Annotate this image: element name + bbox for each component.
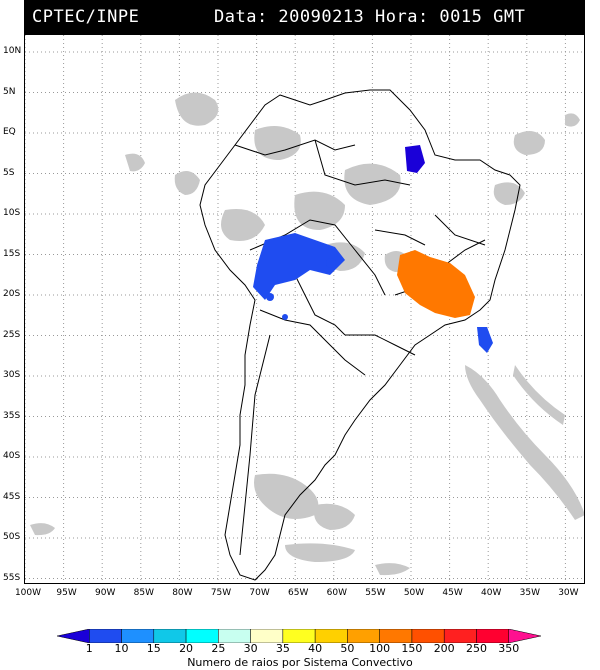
colorbar-value: 100 xyxy=(369,642,391,655)
lon-label: 75W xyxy=(210,588,232,598)
colorbar-value: 250 xyxy=(465,642,487,655)
lon-label: 100W xyxy=(14,588,42,598)
lon-label: 55W xyxy=(365,588,386,598)
lat-label: 45S xyxy=(3,491,21,502)
colorbar-swatch xyxy=(508,629,541,643)
colorbar-value: 50 xyxy=(340,642,355,655)
colorbar-value: 40 xyxy=(308,642,323,655)
system-bolivia-cell xyxy=(282,314,288,320)
colorbar-swatch xyxy=(379,629,413,643)
lat-label: 55S xyxy=(3,572,21,583)
lon-label: 65W xyxy=(288,588,309,598)
lon-label: 70W xyxy=(249,588,270,598)
system-bolivia xyxy=(253,233,345,300)
map-canvas[interactable] xyxy=(24,34,585,584)
lat-label: EQ xyxy=(3,127,16,137)
colorbar-swatch xyxy=(314,629,348,643)
colorbar-swatch xyxy=(185,629,219,643)
lightning-colorbar xyxy=(57,629,541,643)
lon-label: 80W xyxy=(172,588,193,598)
system-para xyxy=(405,145,425,173)
lat-label: 40S xyxy=(3,451,21,461)
colorbar-value: 15 xyxy=(146,642,161,655)
colorbar-value: 150 xyxy=(401,642,423,655)
colorbar-swatch xyxy=(153,629,187,643)
datetime-label: Data: 20090213 Hora: 0015 GMT xyxy=(214,7,526,27)
colorbar-value: 1 xyxy=(85,642,93,655)
colorbar-value: 350 xyxy=(498,642,520,655)
colorbar-swatch xyxy=(476,629,509,643)
lat-label: 10N xyxy=(3,46,22,56)
colorbar-swatch xyxy=(411,629,445,643)
colorbar-title: Numero de raios por Sistema Convectivo xyxy=(187,656,413,669)
colorbar-swatch xyxy=(282,629,316,643)
colorbar-value: 35 xyxy=(275,642,290,655)
source-label: CPTEC/INPE xyxy=(32,7,140,27)
lat-label: 10S xyxy=(3,208,21,218)
lon-label: 50W xyxy=(403,588,425,598)
lat-label: 5N xyxy=(3,86,16,97)
lon-label: 85W xyxy=(133,588,154,598)
colorbar-swatch xyxy=(218,629,251,643)
lon-label: 45W xyxy=(442,588,463,598)
colorbar-value: 25 xyxy=(211,642,226,655)
convective-systems xyxy=(253,145,493,353)
lat-label: 25S xyxy=(3,329,21,340)
continent-outline xyxy=(199,89,521,581)
colorbar-swatch xyxy=(121,629,155,643)
lat-label: 35S xyxy=(3,410,21,421)
colorbar-value: 10 xyxy=(114,642,129,655)
lat-label: 20S xyxy=(3,289,21,299)
lon-label: 40W xyxy=(481,588,502,598)
lat-label: 5S xyxy=(3,167,15,178)
colorbar-value: 200 xyxy=(433,642,455,655)
system-atlantic xyxy=(477,327,493,353)
lat-label: 30S xyxy=(3,370,21,380)
map-header: CPTEC/INPE Data: 20090213 Hora: 0015 GMT xyxy=(24,0,585,34)
colorbar-value: 20 xyxy=(179,642,194,655)
colorbar-swatch xyxy=(250,629,284,643)
colorbar-swatch xyxy=(57,629,90,643)
system-minas xyxy=(397,250,475,318)
system-bolivia-cell xyxy=(326,258,336,268)
lon-label: 35W xyxy=(519,588,540,598)
colorbar-swatch xyxy=(443,629,477,643)
lat-label: 50S xyxy=(3,532,21,542)
lon-label: 30W xyxy=(558,588,579,598)
lon-label: 95W xyxy=(56,588,77,598)
lon-label: 90W xyxy=(95,588,116,598)
colorbar-swatch xyxy=(347,629,380,643)
lon-label: 60W xyxy=(326,588,347,598)
lightning-map xyxy=(25,35,584,583)
colorbar-value: 30 xyxy=(243,642,258,655)
cloud-cover xyxy=(30,92,584,576)
system-bolivia-cell xyxy=(266,293,274,301)
colorbar-swatch xyxy=(89,629,122,643)
lat-label: 15S xyxy=(3,248,21,259)
